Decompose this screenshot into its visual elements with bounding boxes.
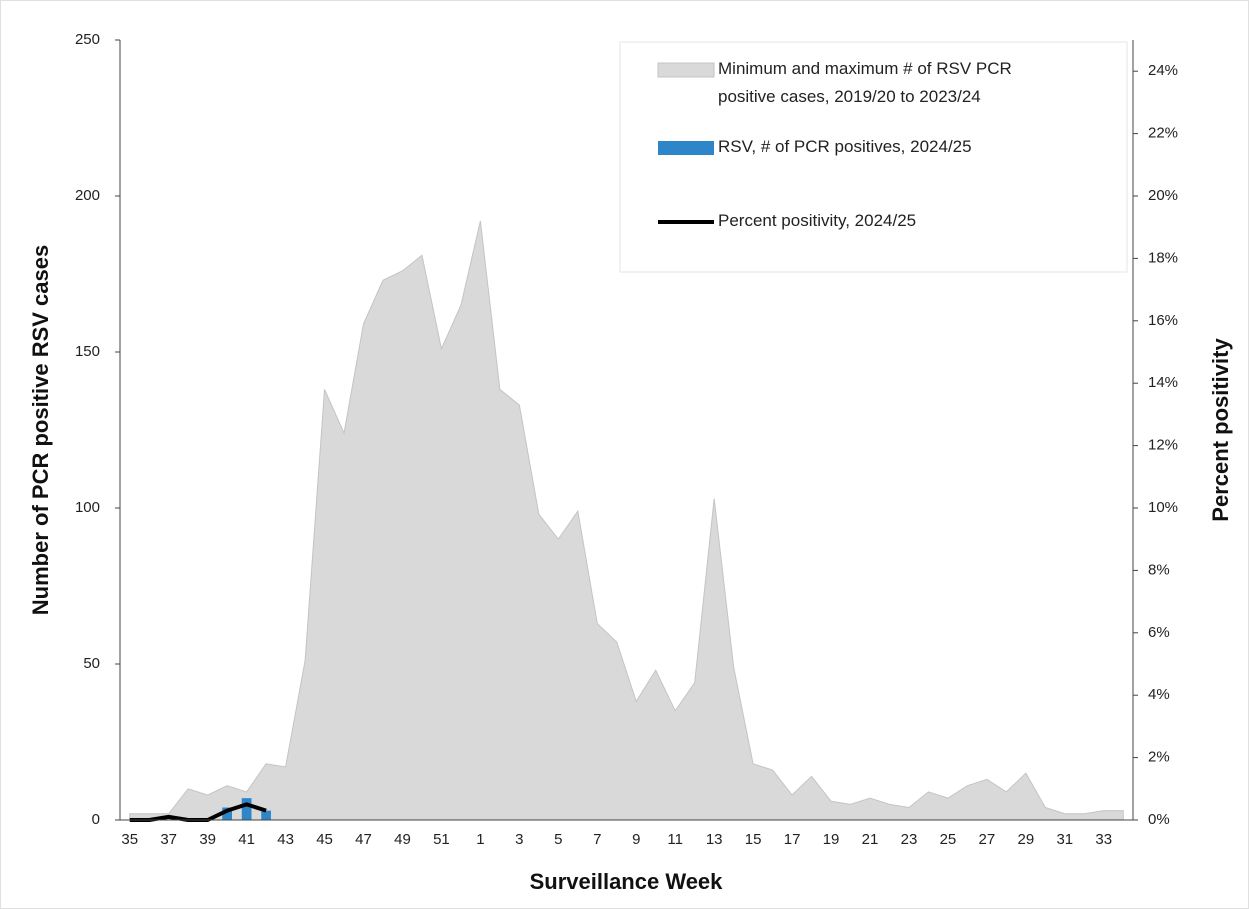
x-tick-label: 45	[316, 831, 333, 848]
x-axis-title: Surveillance Week	[530, 869, 724, 894]
y-tick-label: 250	[75, 31, 100, 48]
y2-tick-label: 2%	[1148, 749, 1170, 766]
x-tick-label: 11	[667, 831, 683, 848]
x-tick-label: 51	[433, 831, 450, 848]
x-tick-label: 47	[355, 831, 372, 848]
x-tick-label: 33	[1095, 831, 1112, 848]
bar	[261, 810, 271, 820]
legend-label: Minimum and maximum # of RSV PCR positive…	[718, 59, 1012, 106]
x-tick-label: 21	[862, 831, 879, 848]
y2-tick-label: 24%	[1148, 62, 1178, 79]
x-tick-label: 31	[1056, 831, 1073, 848]
legend-label: Percent positivity, 2024/25	[718, 211, 916, 230]
y2-tick-label: 8%	[1148, 561, 1170, 578]
y-tick-label: 0	[92, 811, 100, 828]
x-tick-label: 7	[593, 831, 601, 848]
legend-label: RSV, # of PCR positives, 2024/25	[718, 137, 972, 156]
legend-swatch	[658, 141, 714, 155]
x-tick-label: 15	[745, 831, 762, 848]
x-tick-label: 43	[277, 831, 294, 848]
x-tick-label: 3	[515, 831, 523, 848]
x-tick-label: 41	[238, 831, 255, 848]
y2-tick-label: 6%	[1148, 624, 1170, 641]
y2-tick-label: 18%	[1148, 249, 1178, 266]
y2-tick-label: 0%	[1148, 811, 1170, 828]
x-tick-label: 35	[121, 831, 138, 848]
x-tick-label: 49	[394, 831, 411, 848]
x-tick-label: 17	[784, 831, 801, 848]
x-tick-label: 25	[940, 831, 957, 848]
y-axis-title: Number of PCR positive RSV cases	[28, 245, 53, 615]
x-tick-label: 39	[199, 831, 216, 848]
x-tick-label: 19	[823, 831, 840, 848]
legend-box	[619, 41, 1128, 273]
plot-area	[129, 220, 1124, 822]
y-tick-label: 100	[75, 499, 100, 516]
y2-tick-label: 4%	[1148, 686, 1170, 703]
y-tick-label: 50	[83, 655, 100, 672]
y2-tick-label: 12%	[1148, 437, 1178, 454]
x-tick-label: 27	[979, 831, 996, 848]
legend: Minimum and maximum # of RSV PCR positive…	[619, 41, 1128, 273]
y2-tick-label: 22%	[1148, 125, 1178, 142]
y2-tick-label: 10%	[1148, 499, 1178, 516]
x-tick-label: 5	[554, 831, 562, 848]
x-tick-label: 23	[901, 831, 918, 848]
x-tick-label: 13	[706, 831, 723, 848]
bar	[241, 798, 252, 820]
area	[129, 220, 1124, 821]
y2-tick-label: 20%	[1148, 187, 1178, 204]
y2-tick-label: 14%	[1148, 374, 1178, 391]
legend-swatch	[657, 62, 715, 78]
bar	[222, 807, 233, 820]
x-tick-label: 37	[160, 831, 177, 848]
x-tick-label: 29	[1018, 831, 1035, 848]
x-tick-label: 9	[632, 831, 640, 848]
y-tick-label: 150	[75, 343, 100, 360]
y-tick-label: 200	[75, 187, 100, 204]
x-tick-label: 1	[476, 831, 484, 848]
y2-axis-title: Percent positivity	[1208, 338, 1233, 522]
y2-tick-label: 16%	[1148, 312, 1178, 329]
